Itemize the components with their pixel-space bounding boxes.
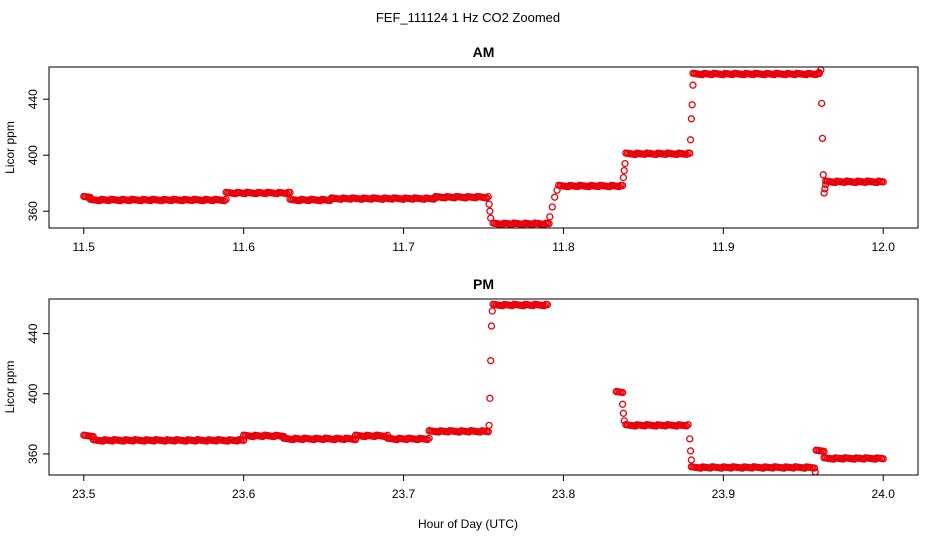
data-point bbox=[818, 134, 827, 143]
data-point bbox=[548, 203, 556, 211]
data-point bbox=[546, 213, 554, 221]
x-tick-label: 23.8 bbox=[552, 487, 576, 501]
data-point bbox=[483, 194, 491, 202]
data-point bbox=[687, 456, 696, 464]
data-point bbox=[484, 192, 492, 201]
am-panel: AM 11.5 11.6 11.7 11.8 11.9 12.0 360 400 440 Licor… bbox=[3, 44, 919, 254]
y-axis-label: Licor ppm bbox=[3, 121, 17, 174]
figure-title: FEF_111124 1 Hz CO2 Zoomed bbox=[376, 10, 560, 25]
x-tick-label: 12.0 bbox=[872, 240, 896, 254]
data-point bbox=[620, 417, 628, 425]
data-point bbox=[879, 455, 887, 463]
plot-frame bbox=[48, 66, 919, 229]
data-point bbox=[682, 150, 691, 159]
data-point bbox=[684, 420, 692, 429]
data-point bbox=[879, 178, 887, 186]
data-point bbox=[486, 207, 494, 215]
data-points bbox=[80, 66, 887, 229]
y-tick-label: 440 bbox=[26, 89, 40, 109]
data-point bbox=[822, 180, 830, 189]
data-point bbox=[689, 81, 697, 89]
y-tick-label: 440 bbox=[26, 323, 40, 343]
panel-title: AM bbox=[473, 44, 495, 60]
data-point bbox=[618, 388, 627, 397]
x-tick-label: 11.5 bbox=[73, 240, 96, 254]
data-point bbox=[621, 159, 629, 168]
data-point bbox=[283, 189, 291, 198]
y-tick-label: 400 bbox=[26, 145, 40, 165]
data-point bbox=[620, 166, 628, 175]
data-point bbox=[686, 149, 694, 157]
x-tick-label: 23.6 bbox=[232, 487, 256, 501]
data-point bbox=[688, 101, 696, 109]
data-point bbox=[820, 189, 828, 197]
x-tick-label: 24.0 bbox=[872, 487, 896, 501]
panel-title: PM bbox=[473, 276, 494, 292]
y-axis-label: Licor ppm bbox=[3, 361, 17, 414]
data-point bbox=[821, 185, 829, 193]
x-tick-label: 11.9 bbox=[712, 240, 735, 254]
x-tick-label: 11.7 bbox=[392, 240, 415, 254]
data-point bbox=[487, 357, 495, 365]
plot-frame bbox=[48, 298, 919, 476]
data-point bbox=[540, 302, 548, 310]
y-tick-label: 360 bbox=[26, 201, 40, 221]
data-point bbox=[551, 193, 559, 201]
data-point bbox=[487, 214, 495, 222]
data-point bbox=[819, 171, 827, 179]
data-point bbox=[286, 188, 294, 197]
data-points bbox=[80, 300, 887, 476]
data-point bbox=[818, 99, 826, 108]
data-point bbox=[618, 181, 627, 190]
data-point bbox=[222, 195, 230, 204]
data-point bbox=[553, 186, 561, 194]
data-point bbox=[615, 182, 624, 191]
data-point bbox=[425, 434, 433, 442]
data-point bbox=[543, 301, 552, 309]
pm-panel: PM 23.5 23.6 23.7 23.8 23.9 24.0 360 400 440 Licor… bbox=[3, 276, 919, 501]
x-tick-label: 11.8 bbox=[552, 240, 575, 254]
data-point bbox=[545, 220, 553, 228]
y-tick-label: 400 bbox=[26, 383, 40, 403]
data-point bbox=[686, 447, 695, 455]
x-axis-label: Hour of Day (UTC) bbox=[418, 517, 518, 531]
data-point bbox=[486, 394, 494, 402]
y-tick-label: 360 bbox=[26, 444, 40, 464]
x-tick-label: 11.6 bbox=[232, 240, 255, 254]
data-point bbox=[488, 307, 496, 315]
data-point bbox=[686, 136, 695, 144]
data-point bbox=[485, 200, 493, 208]
x-tick-label: 23.5 bbox=[72, 487, 96, 501]
data-point bbox=[619, 173, 628, 182]
data-point bbox=[618, 400, 627, 408]
data-point bbox=[487, 322, 496, 330]
data-point bbox=[485, 421, 493, 430]
data-point bbox=[423, 435, 432, 444]
data-point bbox=[810, 464, 819, 472]
x-tick-label: 23.7 bbox=[392, 487, 416, 501]
x-tick-label: 23.9 bbox=[712, 487, 736, 501]
data-point bbox=[687, 115, 696, 123]
data-point bbox=[619, 409, 628, 417]
data-point bbox=[682, 422, 691, 430]
data-point bbox=[686, 435, 694, 443]
data-point bbox=[220, 197, 229, 205]
